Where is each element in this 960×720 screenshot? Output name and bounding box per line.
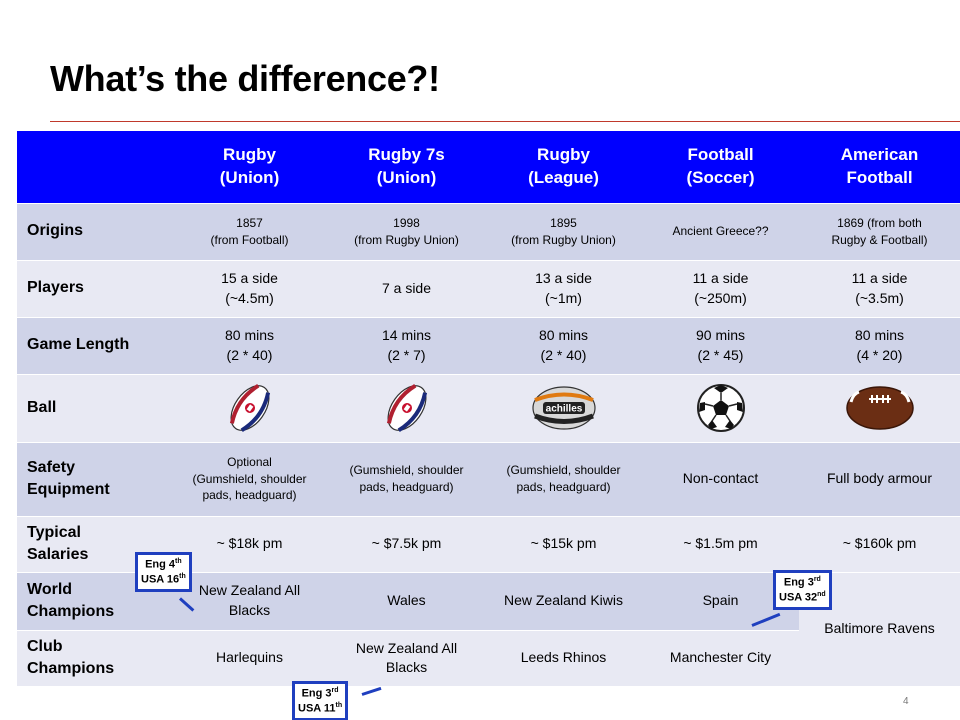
row-label: Safety Equipment xyxy=(17,442,171,516)
cell: Harlequins xyxy=(171,630,328,686)
page-title: What’s the difference?! xyxy=(50,58,440,99)
cell: 1869 (from both Rugby & Football) xyxy=(799,203,960,260)
row-label: Ball xyxy=(17,374,171,442)
row-game-length: Game Length 80 mins (2 * 40) 14 mins (2 … xyxy=(17,317,960,374)
cell: 15 a side (~4.5m) xyxy=(171,260,328,317)
cell: 14 mins (2 * 7) xyxy=(328,317,485,374)
cell: ~ $18k pm xyxy=(171,516,328,572)
rugby-ball-achilles-icon: achilles xyxy=(531,386,596,430)
cell: New Zealand All Blacks xyxy=(328,630,485,686)
cell: ~ $1.5m pm xyxy=(642,516,799,572)
rugby-ball-england-icon xyxy=(229,384,270,432)
cell: Manchester City xyxy=(642,630,799,686)
cell: 80 mins (2 * 40) xyxy=(171,317,328,374)
cell xyxy=(328,374,485,442)
cell: ~ $7.5k pm xyxy=(328,516,485,572)
ball-brand-text: achilles xyxy=(545,404,582,415)
cell: 90 mins (2 * 45) xyxy=(642,317,799,374)
row-players: Players 15 a side (~4.5m) 7 a side 13 a … xyxy=(17,260,960,317)
row-origins: Origins 1857 (from Football) 1998 (from … xyxy=(17,203,960,260)
cell: Wales xyxy=(328,572,485,630)
cell: 11 a side (~250m) xyxy=(642,260,799,317)
cell: Spain xyxy=(642,572,799,630)
callout-rugby-union-ranking: Eng 4th USA 16th xyxy=(135,552,192,592)
cell: 11 a side (~3.5m) xyxy=(799,260,960,317)
cell: Leeds Rhinos xyxy=(485,630,642,686)
cell: 1998 (from Rugby Union) xyxy=(328,203,485,260)
title-divider xyxy=(50,121,960,122)
row-ball: Ball xyxy=(17,374,960,442)
comparison-table: Rugby (Union) Rugby 7s (Union) Rugby (Le… xyxy=(17,131,960,686)
callout-connector xyxy=(361,686,382,696)
cell: New Zealand Kiwis xyxy=(485,572,642,630)
cell: Full body armour xyxy=(799,442,960,516)
cell xyxy=(642,374,799,442)
cell: 80 mins (2 * 40) xyxy=(485,317,642,374)
cell: (Gumshield, shoulder pads, headguard) xyxy=(328,442,485,516)
row-label: Origins xyxy=(17,203,171,260)
row-label: World Champions xyxy=(17,572,171,630)
cell: 1857 (from Football) xyxy=(171,203,328,260)
cell: 1895 (from Rugby Union) xyxy=(485,203,642,260)
cell: 80 mins (4 * 20) xyxy=(799,317,960,374)
row-world-champions: World Champions New Zealand All Blacks W… xyxy=(17,572,960,686)
rugby-ball-england-icon xyxy=(386,384,427,432)
cell: 13 a side (~1m) xyxy=(485,260,642,317)
cell: New Zealand All Blacks xyxy=(171,572,328,630)
cell xyxy=(799,374,960,442)
american-football-icon xyxy=(845,386,914,430)
cell: Optional (Gumshield, shoulder pads, head… xyxy=(171,442,328,516)
callout-soccer-ranking: Eng 3rd USA 32nd xyxy=(773,570,832,610)
cell: Non-contact xyxy=(642,442,799,516)
cell: ~ $160k pm xyxy=(799,516,960,572)
callout-rugby-league-ranking: Eng 3rd USA 11th xyxy=(292,681,349,720)
row-typical-salaries: Typical Salaries ~ $18k pm ~ $7.5k pm ~ … xyxy=(17,516,960,572)
cell: Ancient Greece?? xyxy=(642,203,799,260)
row-club-champions: Club Champions Harlequins New Zealand Al… xyxy=(17,630,960,686)
header-football-soccer: Football (Soccer) xyxy=(642,131,799,203)
row-label: Game Length xyxy=(17,317,171,374)
row-safety-equipment: Safety Equipment Optional (Gumshield, sh… xyxy=(17,442,960,516)
cell: (Gumshield, shoulder pads, headguard) xyxy=(485,442,642,516)
cell: 7 a side xyxy=(328,260,485,317)
header-rugby-union: Rugby (Union) xyxy=(171,131,328,203)
header-american-football: American Football xyxy=(799,131,960,203)
header-corner xyxy=(17,131,171,203)
row-label: Club Champions xyxy=(17,630,171,686)
cell: achilles xyxy=(485,374,642,442)
header-rugby-7s: Rugby 7s (Union) xyxy=(328,131,485,203)
soccer-ball-icon xyxy=(696,384,745,432)
page-number: 4 xyxy=(903,696,909,707)
header-rugby-league: Rugby (League) xyxy=(485,131,642,203)
cell: ~ $15k pm xyxy=(485,516,642,572)
row-label: Players xyxy=(17,260,171,317)
header-row: Rugby (Union) Rugby 7s (Union) Rugby (Le… xyxy=(17,131,960,203)
cell xyxy=(171,374,328,442)
